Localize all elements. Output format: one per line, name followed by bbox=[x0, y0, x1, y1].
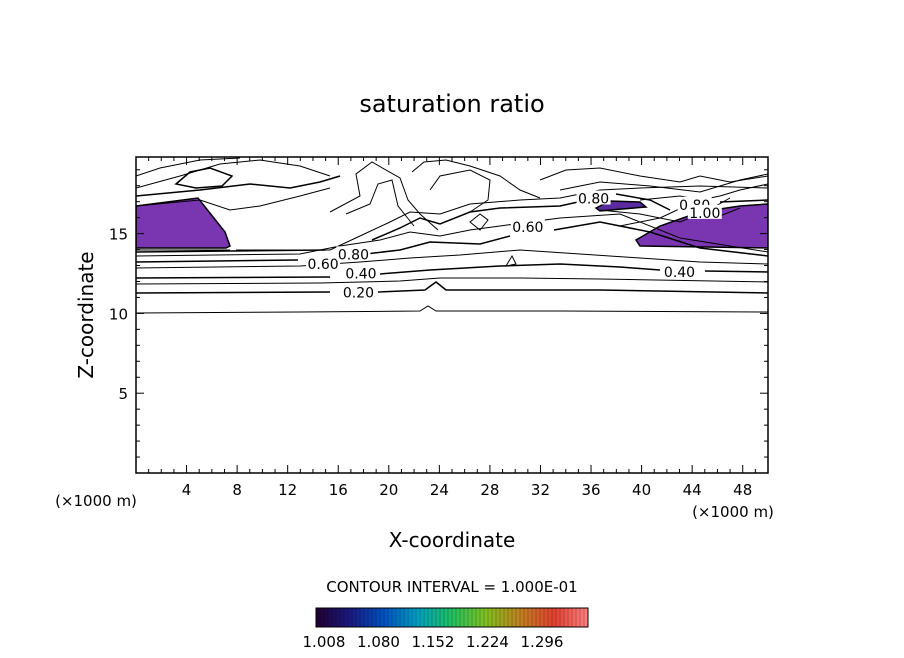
y-tick-label: 15 bbox=[109, 226, 128, 244]
x-tick-label: 48 bbox=[733, 481, 752, 499]
colorbar-tick-label: 1.008 bbox=[303, 633, 346, 651]
contour-label: 0.40 bbox=[345, 267, 376, 283]
x-axis-label: X-coordinate bbox=[389, 528, 516, 552]
region-left bbox=[136, 197, 231, 249]
x-tick-label: 44 bbox=[683, 481, 702, 499]
chart-title: saturation ratio bbox=[359, 90, 544, 118]
x-tick-label: 28 bbox=[480, 481, 499, 499]
y-tick-label: 10 bbox=[109, 305, 128, 323]
colorbar-tick-label: 1.296 bbox=[521, 633, 564, 651]
x-tick-label: 36 bbox=[581, 481, 600, 499]
supersaturated-regions bbox=[136, 197, 768, 249]
y-unit-label: (×1000 m) bbox=[55, 492, 137, 510]
colorbar-tick-label: 1.080 bbox=[357, 633, 400, 651]
colorbar-tick-label: 1.224 bbox=[466, 633, 509, 651]
contour-label-bg bbox=[341, 284, 376, 299]
colorbar-stripes bbox=[319, 608, 585, 627]
x-tick-label: 32 bbox=[531, 481, 550, 499]
contour-label-bg bbox=[343, 265, 378, 280]
x-tick-label: 20 bbox=[379, 481, 398, 499]
y-tick-labels: 5 10 15 bbox=[109, 226, 128, 404]
contour-label: 0.20 bbox=[343, 286, 374, 302]
contour-interval-label: CONTOUR INTERVAL = 1.000E-01 bbox=[326, 578, 577, 596]
tick-marks bbox=[136, 157, 768, 473]
contour-lines bbox=[136, 157, 768, 314]
contour-label: 0.80 bbox=[578, 191, 609, 207]
contour-label: 0.80 bbox=[338, 247, 369, 263]
region-right bbox=[634, 203, 768, 249]
x-tick-label: 16 bbox=[329, 481, 348, 499]
contour-labels: 0.200.400.400.600.800.600.800.801.00 bbox=[306, 190, 722, 302]
contour-label-bg bbox=[576, 190, 611, 205]
x-tick-label: 24 bbox=[430, 481, 449, 499]
contour-label-bg bbox=[306, 255, 341, 270]
contour-label-bg bbox=[510, 219, 545, 234]
colorbar-tick-label: 1.152 bbox=[412, 633, 455, 651]
contour-label-bg bbox=[336, 246, 371, 261]
y-axis-label: Z-coordinate bbox=[74, 251, 98, 378]
contour-label-bg bbox=[662, 263, 697, 278]
contour-label: 0.60 bbox=[512, 220, 543, 236]
x-tick-label: 12 bbox=[278, 481, 297, 499]
x-unit-label: (×1000 m) bbox=[692, 503, 774, 521]
contour-label: 1.00 bbox=[689, 206, 720, 222]
colorbar-labels: 1.008 1.080 1.152 1.224 1.296 bbox=[303, 633, 564, 651]
contour-label-bg bbox=[687, 204, 722, 219]
x-tick-label: 4 bbox=[182, 481, 192, 499]
x-tick-label: 40 bbox=[632, 481, 651, 499]
x-tick-label: 8 bbox=[232, 481, 242, 499]
contour-label: 0.40 bbox=[664, 265, 695, 281]
y-tick-label: 5 bbox=[118, 385, 128, 403]
x-tick-labels: 4 8 12 16 20 24 28 32 36 40 44 48 bbox=[182, 481, 752, 499]
plot-frame bbox=[135, 156, 769, 474]
contour-label: 0.60 bbox=[307, 257, 338, 273]
